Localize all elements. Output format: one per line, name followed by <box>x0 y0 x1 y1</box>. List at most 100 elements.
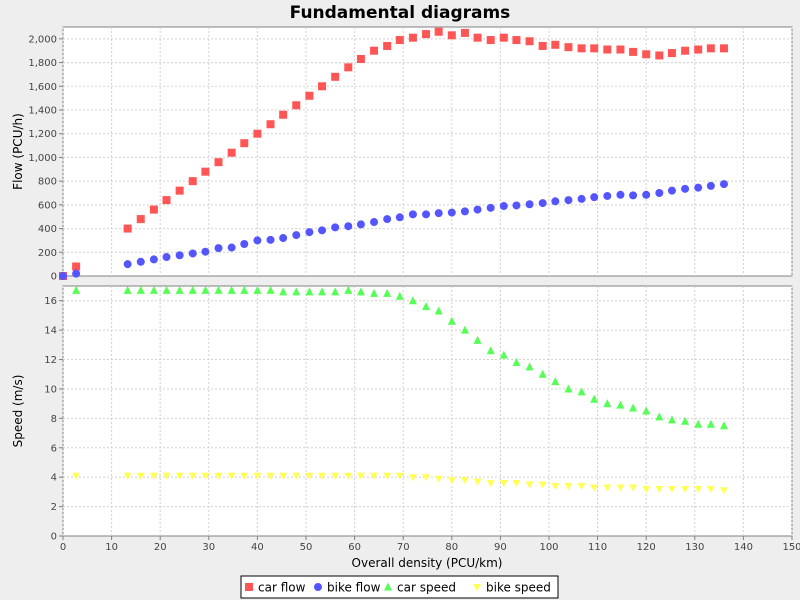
y-tick-label: 2,000 <box>28 34 57 45</box>
data-point-car-flow <box>422 30 431 39</box>
data-point-car-flow <box>136 215 145 224</box>
data-point-bike-speed <box>577 483 586 490</box>
data-point-car-speed <box>240 285 249 294</box>
series-bike-speed <box>72 472 728 495</box>
data-point-bike-flow <box>162 253 171 262</box>
data-point-car-speed <box>667 415 676 424</box>
x-tick-label: 30 <box>202 542 215 553</box>
x-tick-label: 80 <box>445 542 458 553</box>
data-point-bike-speed <box>370 472 379 480</box>
data-point-bike-speed <box>240 472 249 480</box>
data-point-bike-flow <box>434 209 443 218</box>
data-point-car-speed <box>188 285 197 294</box>
legend: car flow bike flow car speed bike speed <box>240 575 559 599</box>
data-point-bike-flow <box>681 184 690 193</box>
data-point-car-flow <box>292 101 301 110</box>
data-point-bike-speed <box>149 472 158 480</box>
data-point-bike-flow <box>616 190 625 199</box>
data-point-car-flow <box>681 46 690 55</box>
data-point-car-flow <box>253 129 262 138</box>
legend-item-car-speed: car speed <box>384 581 456 595</box>
y-tick-label: 2 <box>51 502 57 513</box>
y-tick-label: 1,800 <box>28 58 57 69</box>
data-point-car-speed <box>201 285 210 294</box>
data-point-bike-speed <box>331 472 340 480</box>
data-point-car-flow <box>525 37 534 46</box>
data-point-car-flow <box>667 49 676 58</box>
data-point-car-flow <box>473 33 482 42</box>
data-point-car-flow <box>694 45 703 54</box>
data-point-car-speed <box>719 421 728 430</box>
data-point-car-speed <box>318 287 327 296</box>
data-point-bike-flow <box>590 193 599 202</box>
data-point-car-speed <box>162 285 171 294</box>
data-point-car-speed <box>551 377 560 386</box>
x-tick-label: 10 <box>105 542 118 553</box>
data-point-car-speed <box>175 285 184 294</box>
x-tick-label: 60 <box>348 542 361 553</box>
data-point-bike-speed <box>201 472 210 480</box>
data-point-car-speed <box>473 335 482 344</box>
data-point-bike-flow <box>175 251 184 260</box>
data-point-bike-flow <box>266 235 275 244</box>
x-tick-label: 110 <box>588 542 607 553</box>
data-point-car-flow <box>123 224 132 233</box>
data-point-bike-flow <box>408 210 417 219</box>
data-point-bike-speed <box>356 472 365 480</box>
data-point-bike-flow <box>499 202 508 211</box>
x-axis-label: Overall density (PCU/km) <box>352 556 503 570</box>
data-point-bike-speed <box>655 485 664 493</box>
y-tick-label: 400 <box>38 224 57 235</box>
y-tick-label: 1,400 <box>28 106 57 117</box>
data-point-car-speed <box>279 287 288 296</box>
data-point-car-speed <box>616 400 625 409</box>
data-point-car-flow <box>188 177 197 186</box>
y-tick-label: 0 <box>51 272 57 283</box>
data-point-bike-flow <box>603 191 612 200</box>
data-point-car-speed <box>356 287 365 296</box>
data-point-bike-speed <box>395 472 404 480</box>
data-point-car-flow <box>149 205 158 214</box>
y-tick-label: 1,000 <box>28 153 57 164</box>
data-point-car-speed <box>603 399 612 408</box>
data-point-car-speed <box>564 384 573 393</box>
data-point-bike-speed <box>629 484 638 492</box>
data-point-bike-speed <box>383 472 392 480</box>
data-point-bike-speed <box>642 485 651 493</box>
data-point-car-flow <box>331 72 340 81</box>
data-point-bike-speed <box>616 484 625 492</box>
data-point-bike-flow <box>460 207 469 216</box>
data-point-bike-speed <box>344 472 353 480</box>
data-point-car-speed <box>395 291 404 300</box>
x-tick-label: 130 <box>685 542 704 553</box>
legend-item-bike-speed: bike speed <box>473 581 551 595</box>
data-point-car-speed <box>123 285 132 294</box>
data-point-bike-flow <box>512 201 521 210</box>
data-point-car-speed <box>447 316 456 325</box>
y-tick-label: 12 <box>44 355 57 366</box>
legend-label: bike speed <box>486 581 551 595</box>
data-point-car-flow <box>408 33 417 42</box>
data-point-bike-speed <box>499 480 508 488</box>
data-point-bike-speed <box>590 484 599 492</box>
y-tick-label: 1,600 <box>28 82 57 93</box>
x-tick-label: 20 <box>154 542 167 553</box>
data-point-bike-flow <box>253 236 262 245</box>
data-point-car-speed <box>253 285 262 294</box>
data-point-car-flow <box>305 91 314 100</box>
data-point-bike-flow <box>577 194 586 203</box>
data-point-bike-speed <box>719 487 728 495</box>
data-point-bike-flow <box>59 272 67 280</box>
data-point-car-flow <box>370 46 379 55</box>
data-point-bike-flow <box>525 200 534 209</box>
x-tick-label: 70 <box>397 542 410 553</box>
y-tick-label: 200 <box>38 248 57 259</box>
data-point-car-flow <box>538 41 547 50</box>
data-point-bike-flow <box>356 220 365 229</box>
y-tick-label: 4 <box>51 473 57 484</box>
data-point-bike-speed <box>564 483 573 490</box>
legend-label: car speed <box>397 581 456 595</box>
data-point-bike-speed <box>175 472 184 480</box>
data-point-bike-flow <box>642 190 651 199</box>
data-point-bike-speed <box>486 480 495 488</box>
